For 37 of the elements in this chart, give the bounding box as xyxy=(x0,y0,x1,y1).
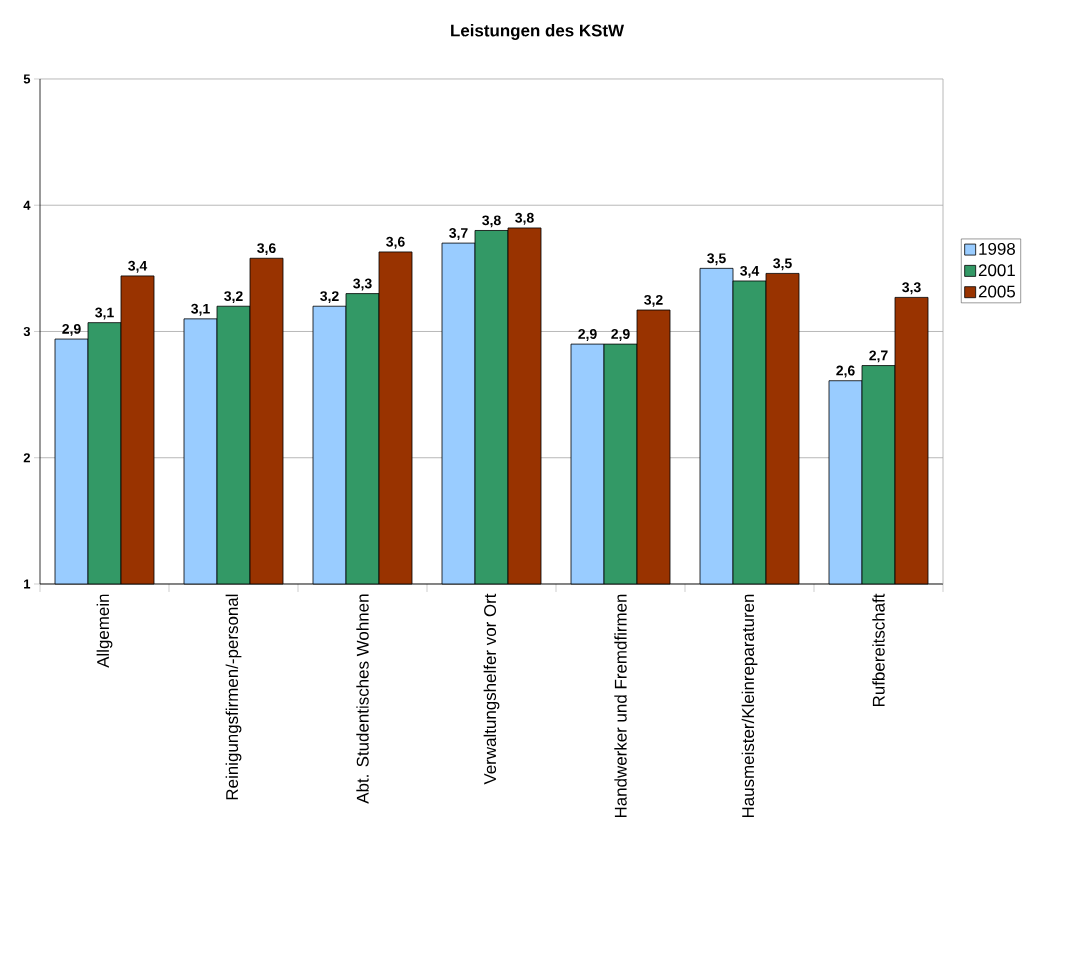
data-label: 3,8 xyxy=(482,215,501,228)
chart-title: Leistungen des KStW xyxy=(451,24,625,40)
x-tick-label: Abt. Studentisches Wohnen xyxy=(356,594,369,804)
data-label: 3,2 xyxy=(224,291,243,304)
x-tick-label: Handwerker und Fremdfirmen xyxy=(614,594,627,818)
x-tick-label: Hausmeister/Kleinreparaturen xyxy=(741,594,758,818)
data-label: 3,6 xyxy=(386,236,405,249)
data-label: 3,2 xyxy=(320,291,339,304)
data-label: 3,5 xyxy=(707,253,726,266)
x-tick-label: Verwaltungshelfer vor Ort xyxy=(483,593,500,785)
y-tick-label: 2 xyxy=(23,453,30,463)
legend-label: 1998 xyxy=(979,242,1015,255)
data-label: 2,9 xyxy=(611,329,630,341)
data-label: 3,1 xyxy=(191,303,210,316)
data-label: 3,8 xyxy=(515,212,534,225)
data-label: 2,9 xyxy=(578,329,597,341)
y-tick-label: 3 xyxy=(23,326,31,337)
data-label: 3,7 xyxy=(449,228,468,240)
y-tick-label: 5 xyxy=(23,74,31,84)
data-label: 3,2 xyxy=(644,294,663,307)
data-label: 3,3 xyxy=(353,278,372,291)
data-label: 3,6 xyxy=(257,243,276,256)
data-label: 2,6 xyxy=(836,365,855,378)
y-tick-label: 4 xyxy=(23,200,31,210)
x-tick-label: Reinigungsfirmen/-personal xyxy=(225,594,242,800)
x-tick-label: Allgemein xyxy=(96,594,113,668)
data-label: 3,1 xyxy=(95,307,114,320)
data-label: 2,7 xyxy=(869,350,888,363)
data-label: 3,4 xyxy=(740,265,760,278)
data-label: 3,4 xyxy=(128,260,148,273)
legend-label: 2001 xyxy=(978,264,1015,277)
x-tick-label: Rufbereitschaft xyxy=(872,593,885,707)
data-label: 3,5 xyxy=(773,258,792,271)
legend-label: 2005 xyxy=(978,285,1015,298)
data-label: 2,9 xyxy=(62,323,81,336)
data-label: 3,3 xyxy=(902,282,921,295)
y-tick-label: 1 xyxy=(24,579,31,589)
